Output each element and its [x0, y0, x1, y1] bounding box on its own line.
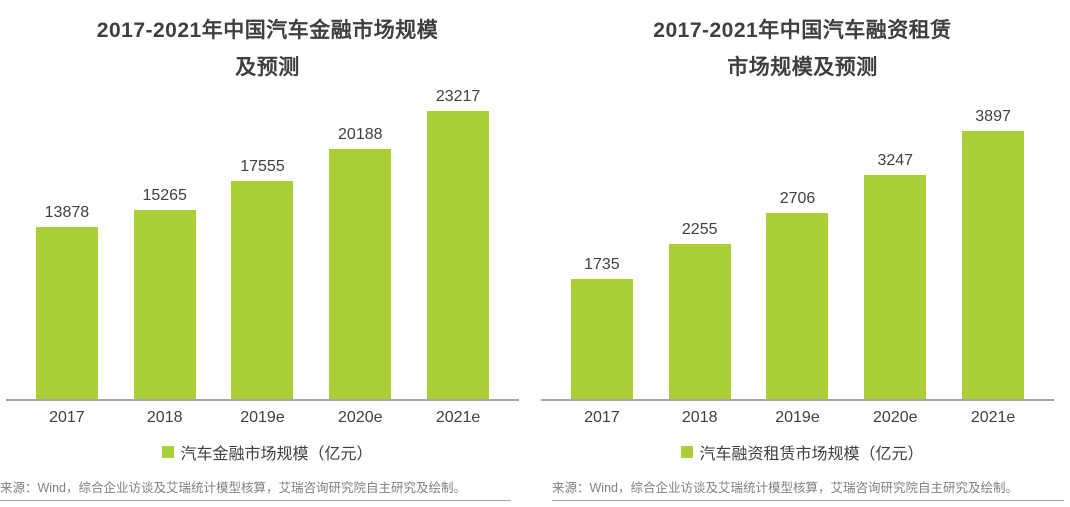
- x-axis-label: 2017: [49, 409, 85, 426]
- source-note: 来源：Wind，综合企业访谈及艾瑞统计模型核算，艾瑞咨询研究院自主研究及绘制。: [0, 480, 511, 501]
- bar-value-label: 1735: [584, 256, 620, 273]
- legend-swatch-icon: [162, 446, 175, 458]
- chart-legend: 汽车金融市场规模（亿元）: [0, 440, 535, 464]
- bar-group: 17555: [214, 158, 312, 399]
- chart-title: 2017-2021年中国汽车金融市场规模 及预测: [0, 12, 535, 86]
- x-axis-labels: 2017 2018 2019e 2020e 2021e: [541, 401, 1054, 427]
- bar-plot: 1735 2255 2706 3247 3897: [541, 86, 1054, 401]
- chart-panel-auto-leasing: 2017-2021年中国汽车融资租赁 市场规模及预测 1735 2255 2706 3…: [535, 0, 1070, 507]
- bar-value-label: 17555: [240, 158, 285, 175]
- bar-value-label: 2255: [681, 221, 718, 238]
- bar-group: 20188: [311, 126, 409, 399]
- x-axis-labels: 2017 2018 2019e 2020e 2021e: [6, 401, 519, 427]
- x-axis-label: 2017: [584, 409, 620, 426]
- legend-label: 汽车金融市场规模（亿元）: [180, 446, 373, 463]
- x-axis-label: 2020e: [873, 409, 918, 426]
- bar-value-label: 3247: [877, 152, 914, 169]
- bar-value-label: 23217: [435, 88, 481, 105]
- bar-group: 13878: [18, 204, 116, 399]
- chart-legend: 汽车融资租赁市场规模（亿元）: [535, 440, 1070, 464]
- bar-value-label: 3897: [975, 108, 1011, 125]
- bar-group: 2706: [749, 190, 847, 399]
- source-note: 来源：Wind，综合企业访谈及艾瑞统计模型核算，艾瑞咨询研究院自主研究及绘制。: [552, 480, 1064, 501]
- bar-group: 3247: [846, 152, 944, 399]
- bar: [570, 279, 633, 399]
- bar-group: 3897: [944, 108, 1042, 399]
- bar-group: 23217: [409, 88, 507, 399]
- bar-value-label: 20188: [338, 126, 383, 143]
- bar: [766, 213, 829, 399]
- bar: [668, 244, 731, 399]
- x-axis-label: 2018: [146, 409, 183, 426]
- bar: [231, 181, 294, 399]
- bar-value-label: 15265: [142, 187, 187, 204]
- legend-swatch-icon: [681, 446, 694, 458]
- x-axis-label: 2019e: [775, 409, 820, 426]
- bar-value-label: 2706: [779, 190, 816, 207]
- bar-plot: 13878 15265 17555 20188 23217: [6, 86, 519, 401]
- chart-panel-auto-finance: 2017-2021年中国汽车金融市场规模 及预测 13878 15265 17555…: [0, 12, 535, 501]
- bar: [329, 149, 392, 399]
- chart-title: 2017-2021年中国汽车融资租赁 市场规模及预测: [535, 12, 1070, 86]
- bar-value-label: 13878: [44, 204, 90, 221]
- chart-title-line-2: 及预测: [235, 56, 300, 79]
- x-axis-label: 2021e: [435, 409, 481, 426]
- chart-title-line-2: 市场规模及预测: [727, 56, 878, 79]
- chart-title-line-1: 2017-2021年中国汽车融资租赁: [653, 19, 952, 42]
- x-axis-label: 2020e: [338, 409, 383, 426]
- bar-group: 1735: [553, 256, 651, 399]
- legend-label: 汽车融资租赁市场规模（亿元）: [699, 446, 924, 463]
- bar-group: 2255: [651, 221, 749, 399]
- bar: [864, 175, 927, 399]
- bar: [133, 210, 196, 399]
- bar: [35, 227, 98, 399]
- x-axis-label: 2021e: [970, 409, 1016, 426]
- bar: [427, 111, 490, 399]
- x-axis-label: 2018: [681, 409, 718, 426]
- bar: [962, 131, 1025, 399]
- chart-title-line-1: 2017-2021年中国汽车金融市场规模: [96, 19, 439, 42]
- bar-group: 15265: [116, 187, 214, 399]
- x-axis-label: 2019e: [240, 409, 285, 426]
